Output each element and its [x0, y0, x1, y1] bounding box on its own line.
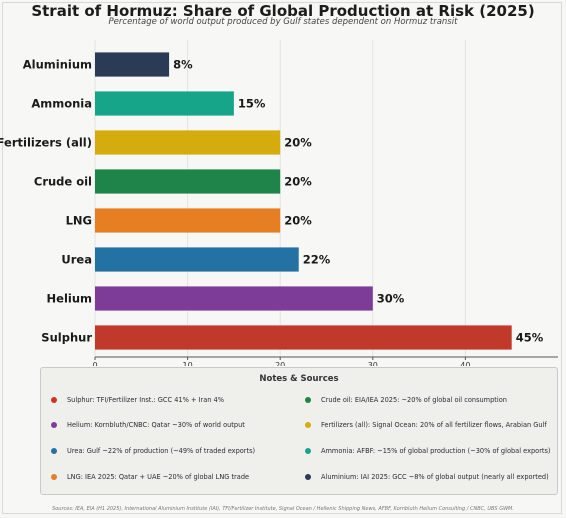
note-text: Aluminium: IAI 2025: GCC ~8% of global o…	[321, 473, 549, 481]
category-label-4: LNG	[66, 214, 92, 228]
category-label-5: Urea	[61, 253, 92, 267]
note-item: Sulphur: TFI/Fertilizer Inst.: GCC 41% +…	[51, 396, 224, 404]
note-text: Urea: Gulf ~22% of production (~49% of t…	[67, 447, 256, 455]
data-label-6: 30%	[377, 292, 405, 306]
note-item: LNG: IEA 2025: Qatar + UAE ~20% of globa…	[51, 473, 249, 481]
bar-aluminium	[95, 52, 170, 77]
data-label-0: 8%	[173, 58, 193, 72]
data-label-7: 45%	[516, 331, 544, 345]
legend-dot-icon	[51, 448, 57, 454]
notes-panel: Notes & Sources Sulphur: TFI/Fertilizer …	[40, 367, 558, 495]
category-label-6: Helium	[47, 292, 92, 306]
bar-fertilizers-all-	[95, 130, 281, 155]
bar-lng	[95, 208, 281, 233]
legend-dot-icon	[305, 397, 311, 403]
figure-frame	[2, 2, 562, 514]
note-item: Ammonia: AFBF: ~15% of global production…	[305, 447, 551, 455]
note-text: Fertilizers (all): Signal Ocean: 20% of …	[321, 421, 547, 429]
sources-footer: Sources: IEA, EIA (H1 2025), Internation…	[52, 506, 514, 512]
note-text: Ammonia: AFBF: ~15% of global production…	[321, 447, 551, 455]
data-label-3: 20%	[284, 175, 312, 189]
bar-sulphur	[95, 325, 512, 350]
note-item: Fertilizers (all): Signal Ocean: 20% of …	[305, 421, 547, 429]
legend-dot-icon	[51, 422, 57, 428]
note-text: Helium: Kornbluth/CNBC: Qatar ~30% of wo…	[67, 421, 245, 429]
bar-helium	[95, 286, 373, 311]
data-label-2: 20%	[284, 136, 312, 150]
category-label-0: Aluminium	[23, 58, 92, 72]
legend-dot-icon	[305, 422, 311, 428]
note-item: Helium: Kornbluth/CNBC: Qatar ~30% of wo…	[51, 421, 245, 429]
note-item: Urea: Gulf ~22% of production (~49% of t…	[51, 447, 255, 455]
x-tick-label-3: 30	[368, 361, 378, 366]
x-tick-label-0: 0	[92, 361, 97, 366]
notes-title: Notes & Sources	[259, 374, 339, 384]
note-text: LNG: IEA 2025: Qatar + UAE ~20% of globa…	[67, 473, 250, 481]
note-item: Crude oil: EIA/IEA 2025: ~20% of global …	[305, 396, 507, 404]
data-label-4: 20%	[284, 214, 312, 228]
legend-dot-icon	[305, 448, 311, 454]
chart-subtitle: Percentage of world output produced by G…	[108, 17, 458, 27]
data-label-5: 22%	[303, 253, 331, 267]
legend-dot-icon	[51, 397, 57, 403]
legend-dot-icon	[305, 474, 311, 480]
x-tick-label-4: 40	[460, 361, 470, 366]
x-tick-label-2: 20	[275, 361, 285, 366]
legend-dot-icon	[51, 474, 57, 480]
category-label-3: Crude oil	[34, 175, 92, 189]
bar-crude-oil	[95, 169, 281, 194]
bar-chart: 0 10 20 30 40 Aluminium 8% Ammonia 15% Fertilizer…	[0, 40, 558, 366]
data-label-1: 15%	[238, 97, 266, 111]
note-text: Sulphur: TFI/Fertilizer Inst.: GCC 41% +…	[67, 396, 225, 404]
note-text: Crude oil: EIA/IEA 2025: ~20% of global …	[321, 396, 507, 404]
chart-title: Strait of Hormuz: Share of Global Produc…	[31, 2, 535, 20]
x-tick-label-1: 10	[183, 361, 193, 366]
bar-ammonia	[95, 91, 234, 116]
note-item: Aluminium: IAI 2025: GCC ~8% of global o…	[305, 473, 549, 481]
category-label-7: Sulphur	[41, 331, 92, 345]
bar-urea	[95, 247, 299, 272]
category-label-1: Ammonia	[31, 97, 92, 111]
category-label-2: Fertilizers (all)	[0, 136, 92, 150]
